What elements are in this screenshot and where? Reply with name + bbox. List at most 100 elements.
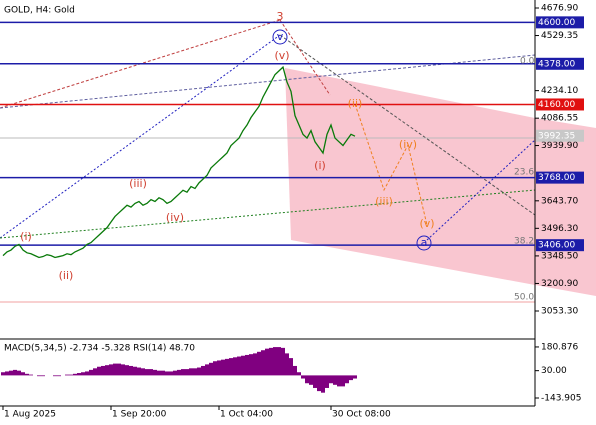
- y-tick-label: 3643.70: [541, 196, 578, 206]
- macd-bar: [281, 347, 285, 376]
- macd-bar: [209, 362, 213, 376]
- macd-bar: [233, 357, 237, 376]
- level-label: 4600.00: [538, 18, 575, 28]
- macd-bar: [117, 363, 121, 376]
- macd-bar: [253, 353, 257, 376]
- last-price-box: [536, 129, 584, 142]
- macd-bar: [121, 364, 125, 376]
- macd-bar: [245, 354, 249, 376]
- macd-bar: [97, 366, 101, 376]
- macd-bar: [89, 369, 93, 376]
- level-label-box: [536, 57, 584, 70]
- macd-bar: [269, 347, 273, 376]
- macd-bar: [53, 375, 57, 377]
- macd-bar: [305, 375, 309, 384]
- macd-bar: [229, 358, 233, 376]
- macd-bar: [57, 375, 61, 377]
- macd-bar: [205, 364, 209, 376]
- x-tick-label: 1 Aug 2025: [4, 410, 56, 420]
- level-label: 4160.00: [538, 100, 575, 110]
- macd-bar: [321, 375, 325, 393]
- macd-bar: [285, 353, 289, 376]
- channel: [535, 118, 596, 296]
- macd-bar: [37, 375, 41, 377]
- macd-bar: [161, 370, 165, 376]
- macd-bar: [197, 367, 201, 376]
- macd-bar: [69, 374, 73, 376]
- macd-bar: [141, 368, 145, 376]
- macd-bar: [1, 372, 5, 376]
- macd-bar: [221, 359, 225, 376]
- macd-bar: [297, 372, 301, 376]
- wave-label: (iv): [399, 138, 417, 151]
- macd-bar: [329, 375, 333, 384]
- macd-bar: [9, 370, 13, 376]
- macd-bar: [353, 375, 357, 379]
- chart-title: GOLD, H4: Gold: [4, 6, 75, 16]
- y-tick-label: 3053.30: [541, 306, 578, 316]
- macd-bar: [5, 371, 9, 376]
- wave-label: (iv): [166, 211, 184, 224]
- macd-bar: [189, 368, 193, 376]
- macd-bar: [85, 371, 89, 376]
- macd-bar: [345, 375, 349, 384]
- y-tick-label: 3939.90: [541, 141, 578, 151]
- macd-bar: [337, 375, 341, 387]
- wave-circle: [416, 235, 432, 251]
- macd-bar: [25, 373, 29, 376]
- last-price-label: 3992.35: [538, 131, 575, 141]
- y-tick-label: 4234.10: [541, 86, 578, 96]
- level-label-box: [536, 16, 584, 29]
- macd-bar: [237, 356, 241, 376]
- price-line: [2, 65, 356, 259]
- x-tick-label: 1 Sep 20:00: [112, 410, 167, 420]
- y-tick-label: 3348.50: [541, 251, 578, 261]
- level-label: 3768.00: [538, 173, 575, 183]
- fib-label: 50.0: [514, 293, 534, 303]
- macd-bar: [257, 351, 261, 376]
- indicator-tick-label: 180.876: [541, 342, 578, 352]
- macd-bar: [157, 370, 161, 376]
- macd-bar: [93, 368, 97, 376]
- y-tick-label: 3496.30: [541, 224, 578, 234]
- level-label: 4378.00: [538, 59, 575, 69]
- macd-bar: [185, 369, 189, 376]
- macd-bar: [41, 375, 45, 377]
- x-tick-label: 1 Oct 04:00: [220, 410, 273, 420]
- level-label: 3406.00: [538, 241, 575, 251]
- level-label-box: [536, 98, 584, 111]
- macd-bar: [169, 371, 173, 376]
- fib-label: 38.2: [514, 237, 534, 247]
- macd-bar: [325, 375, 329, 388]
- y-tick-label: 4529.35: [541, 31, 578, 41]
- macd-bar: [317, 375, 321, 392]
- wave-circle: [272, 29, 288, 45]
- y-tick-label: 4676.90: [541, 4, 578, 14]
- macd-bar: [349, 375, 353, 381]
- y-tick-label: 3200.90: [541, 279, 578, 289]
- level-label-box: [536, 239, 584, 252]
- macd-bar: [113, 363, 117, 376]
- macd-bar: [181, 369, 185, 376]
- macd-bar: [293, 365, 297, 376]
- macd-bar: [17, 370, 21, 376]
- wave-label: (i): [20, 230, 32, 243]
- indicator-tick-label: 30.00: [541, 366, 567, 376]
- level-label-box: [536, 171, 584, 184]
- macd-bar: [213, 361, 217, 376]
- macd-bar: [109, 364, 113, 376]
- wave-label: (v): [274, 49, 289, 62]
- y-tick-label: 4086.55: [541, 114, 578, 124]
- macd-bar: [65, 374, 69, 376]
- macd-bar: [13, 369, 17, 376]
- wave-label: (ii): [348, 97, 363, 110]
- macd-bar: [277, 347, 281, 376]
- wave-label: (iii): [375, 195, 393, 208]
- macd-bar: [201, 365, 205, 376]
- fib-label: 23.6: [514, 168, 534, 178]
- wave-label: v: [277, 30, 284, 43]
- macd-bar: [145, 369, 149, 376]
- macd-bar: [341, 375, 345, 387]
- macd-bar: [165, 371, 169, 376]
